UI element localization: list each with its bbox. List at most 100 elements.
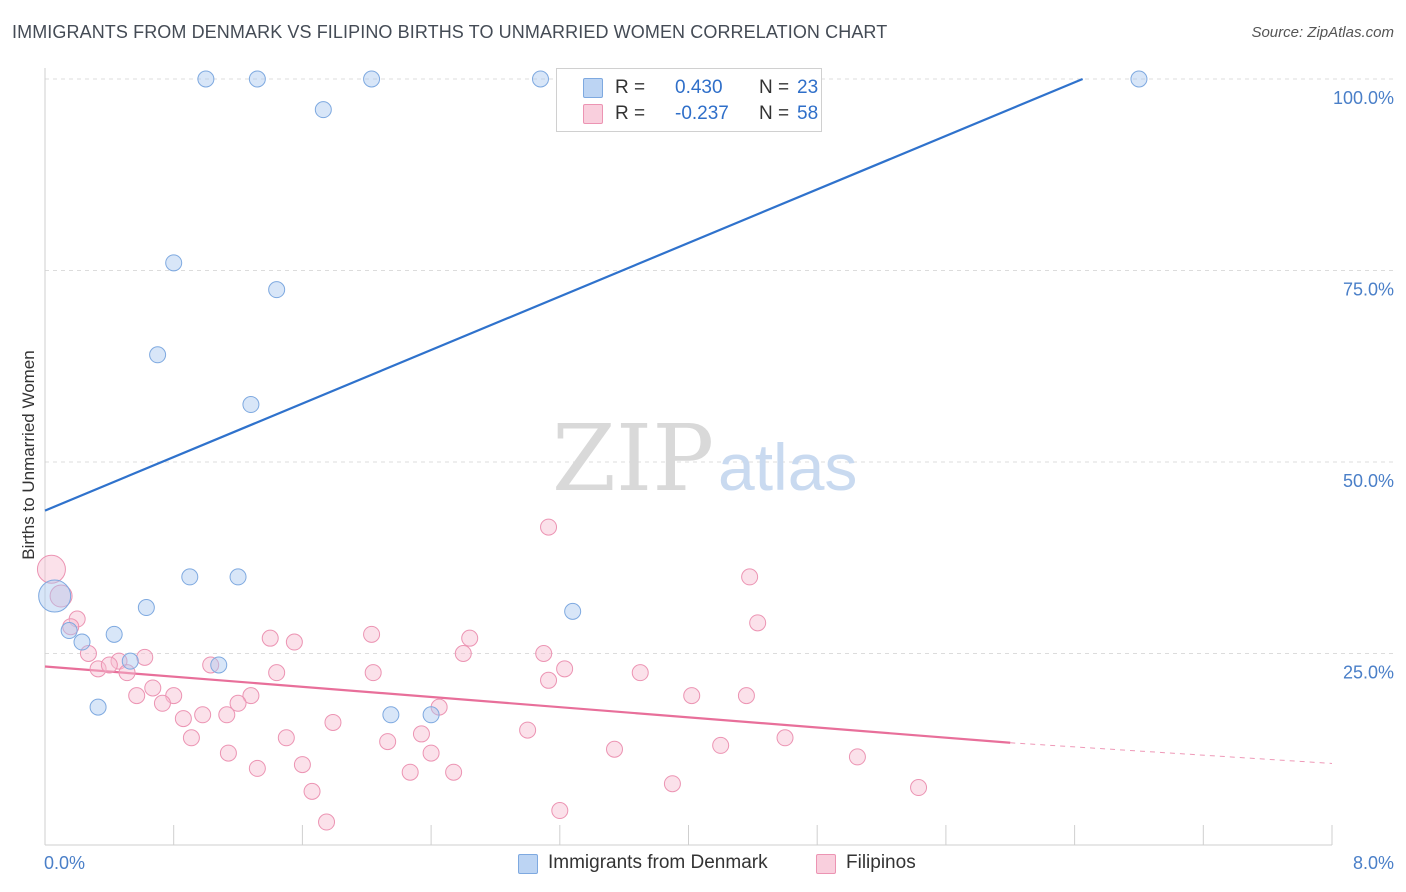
- point-filipinos: [848, 748, 866, 766]
- legend-r-label: R =: [615, 103, 646, 124]
- point-filipinos: [741, 568, 759, 586]
- legend-label-filipinos: Filipinos: [846, 852, 916, 873]
- legend-r-value: -0.237: [675, 103, 729, 124]
- axes: [44, 68, 1333, 846]
- data-points: [36, 70, 1148, 831]
- chart-title: IMMIGRANTS FROM DENMARK VS FILIPINO BIRT…: [12, 22, 888, 42]
- legend-label-denmark: Immigrants from Denmark: [548, 852, 768, 873]
- trend-line-filipinos: [44, 665, 1011, 744]
- point-filipinos: [293, 756, 311, 774]
- legend-n-value: 23: [797, 77, 819, 98]
- point-filipinos: [910, 779, 928, 797]
- point-filipinos: [218, 706, 236, 724]
- point-filipinos: [89, 660, 107, 678]
- tick-labels: 25.0% 50.0% 75.0% 100.0% 0.0% 8.0%: [44, 88, 1394, 873]
- point-filipinos: [194, 706, 212, 724]
- point-filipinos: [128, 687, 146, 705]
- point-filipinos: [379, 733, 397, 751]
- point-filipinos: [363, 625, 381, 643]
- point-filipinos: [605, 740, 623, 758]
- point-denmark: [181, 568, 199, 586]
- legend-swatch-denmark: [583, 78, 603, 98]
- y-tick-label: 25.0%: [1343, 663, 1394, 683]
- source-label: Source: ZipAtlas.com: [1251, 24, 1394, 41]
- point-filipinos: [663, 775, 681, 793]
- watermark-zip: ZIP: [552, 405, 714, 512]
- point-filipinos: [318, 813, 336, 831]
- point-filipinos: [535, 645, 553, 662]
- y-tick-label: 100.0%: [1333, 88, 1394, 108]
- point-denmark: [531, 70, 549, 88]
- point-filipinos: [261, 629, 279, 647]
- trend-line-denmark: [44, 77, 1084, 512]
- point-denmark: [1130, 70, 1148, 88]
- point-filipinos: [454, 645, 472, 662]
- point-filipinos: [461, 629, 479, 647]
- point-filipinos: [551, 802, 569, 820]
- point-denmark: [210, 656, 228, 674]
- legend-swatch-filipinos: [583, 104, 603, 124]
- point-denmark: [363, 70, 381, 88]
- x-tick-label: 8.0%: [1353, 853, 1394, 873]
- point-denmark: [422, 706, 440, 724]
- point-filipinos: [268, 664, 286, 682]
- legend-n-label: N =: [759, 103, 790, 124]
- point-filipinos: [153, 694, 171, 712]
- point-denmark: [229, 568, 247, 586]
- point-filipinos: [174, 710, 192, 728]
- grid-lines: [45, 78, 1394, 654]
- legend-swatch-filipinos: [816, 854, 836, 874]
- point-denmark: [149, 346, 167, 364]
- point-filipinos: [248, 759, 266, 777]
- point-filipinos: [540, 518, 558, 536]
- y-tick-label: 50.0%: [1343, 471, 1394, 491]
- point-denmark: [105, 625, 123, 643]
- point-filipinos: [401, 763, 419, 781]
- point-filipinos: [219, 744, 237, 762]
- point-denmark: [137, 599, 155, 617]
- legend-r-label: R =: [615, 77, 646, 98]
- point-filipinos: [631, 664, 649, 682]
- point-denmark: [38, 579, 72, 613]
- point-filipinos: [277, 729, 295, 747]
- trend-line-filipinos-dashed: [1010, 742, 1333, 764]
- point-filipinos: [285, 633, 303, 651]
- point-filipinos: [412, 725, 430, 743]
- point-filipinos: [364, 664, 382, 682]
- trend-lines: [44, 77, 1333, 764]
- legend-n-value: 58: [797, 103, 819, 124]
- point-filipinos: [422, 744, 440, 762]
- point-denmark: [242, 396, 260, 414]
- point-filipinos: [49, 584, 73, 608]
- point-filipinos: [100, 656, 118, 674]
- y-tick-label: 75.0%: [1343, 280, 1394, 300]
- point-denmark: [382, 706, 400, 724]
- point-filipinos: [540, 671, 558, 689]
- legend-swatch-denmark: [518, 854, 538, 874]
- point-filipinos: [136, 648, 154, 666]
- point-filipinos: [749, 614, 767, 632]
- watermark-atlas: atlas: [718, 430, 857, 504]
- point-filipinos: [776, 729, 794, 747]
- point-filipinos: [683, 687, 701, 705]
- point-denmark: [248, 70, 266, 88]
- point-filipinos: [712, 736, 730, 754]
- x-tick-label: 0.0%: [44, 853, 85, 873]
- point-denmark: [60, 622, 78, 640]
- point-filipinos: [303, 782, 321, 800]
- point-denmark: [268, 281, 286, 299]
- point-denmark: [197, 70, 215, 88]
- point-denmark: [89, 698, 107, 716]
- point-denmark: [314, 101, 332, 119]
- point-filipinos: [144, 679, 162, 697]
- watermark: ZIP atlas: [552, 405, 857, 512]
- point-filipinos: [556, 660, 574, 678]
- point-filipinos: [36, 554, 66, 584]
- point-filipinos: [519, 721, 537, 739]
- correlation-legend: R = 0.430 N = 23 R = -0.237 N = 58: [556, 68, 822, 132]
- legend-r-value: 0.430: [675, 77, 723, 98]
- point-filipinos: [242, 687, 260, 705]
- point-filipinos: [737, 687, 755, 705]
- point-denmark: [121, 652, 139, 670]
